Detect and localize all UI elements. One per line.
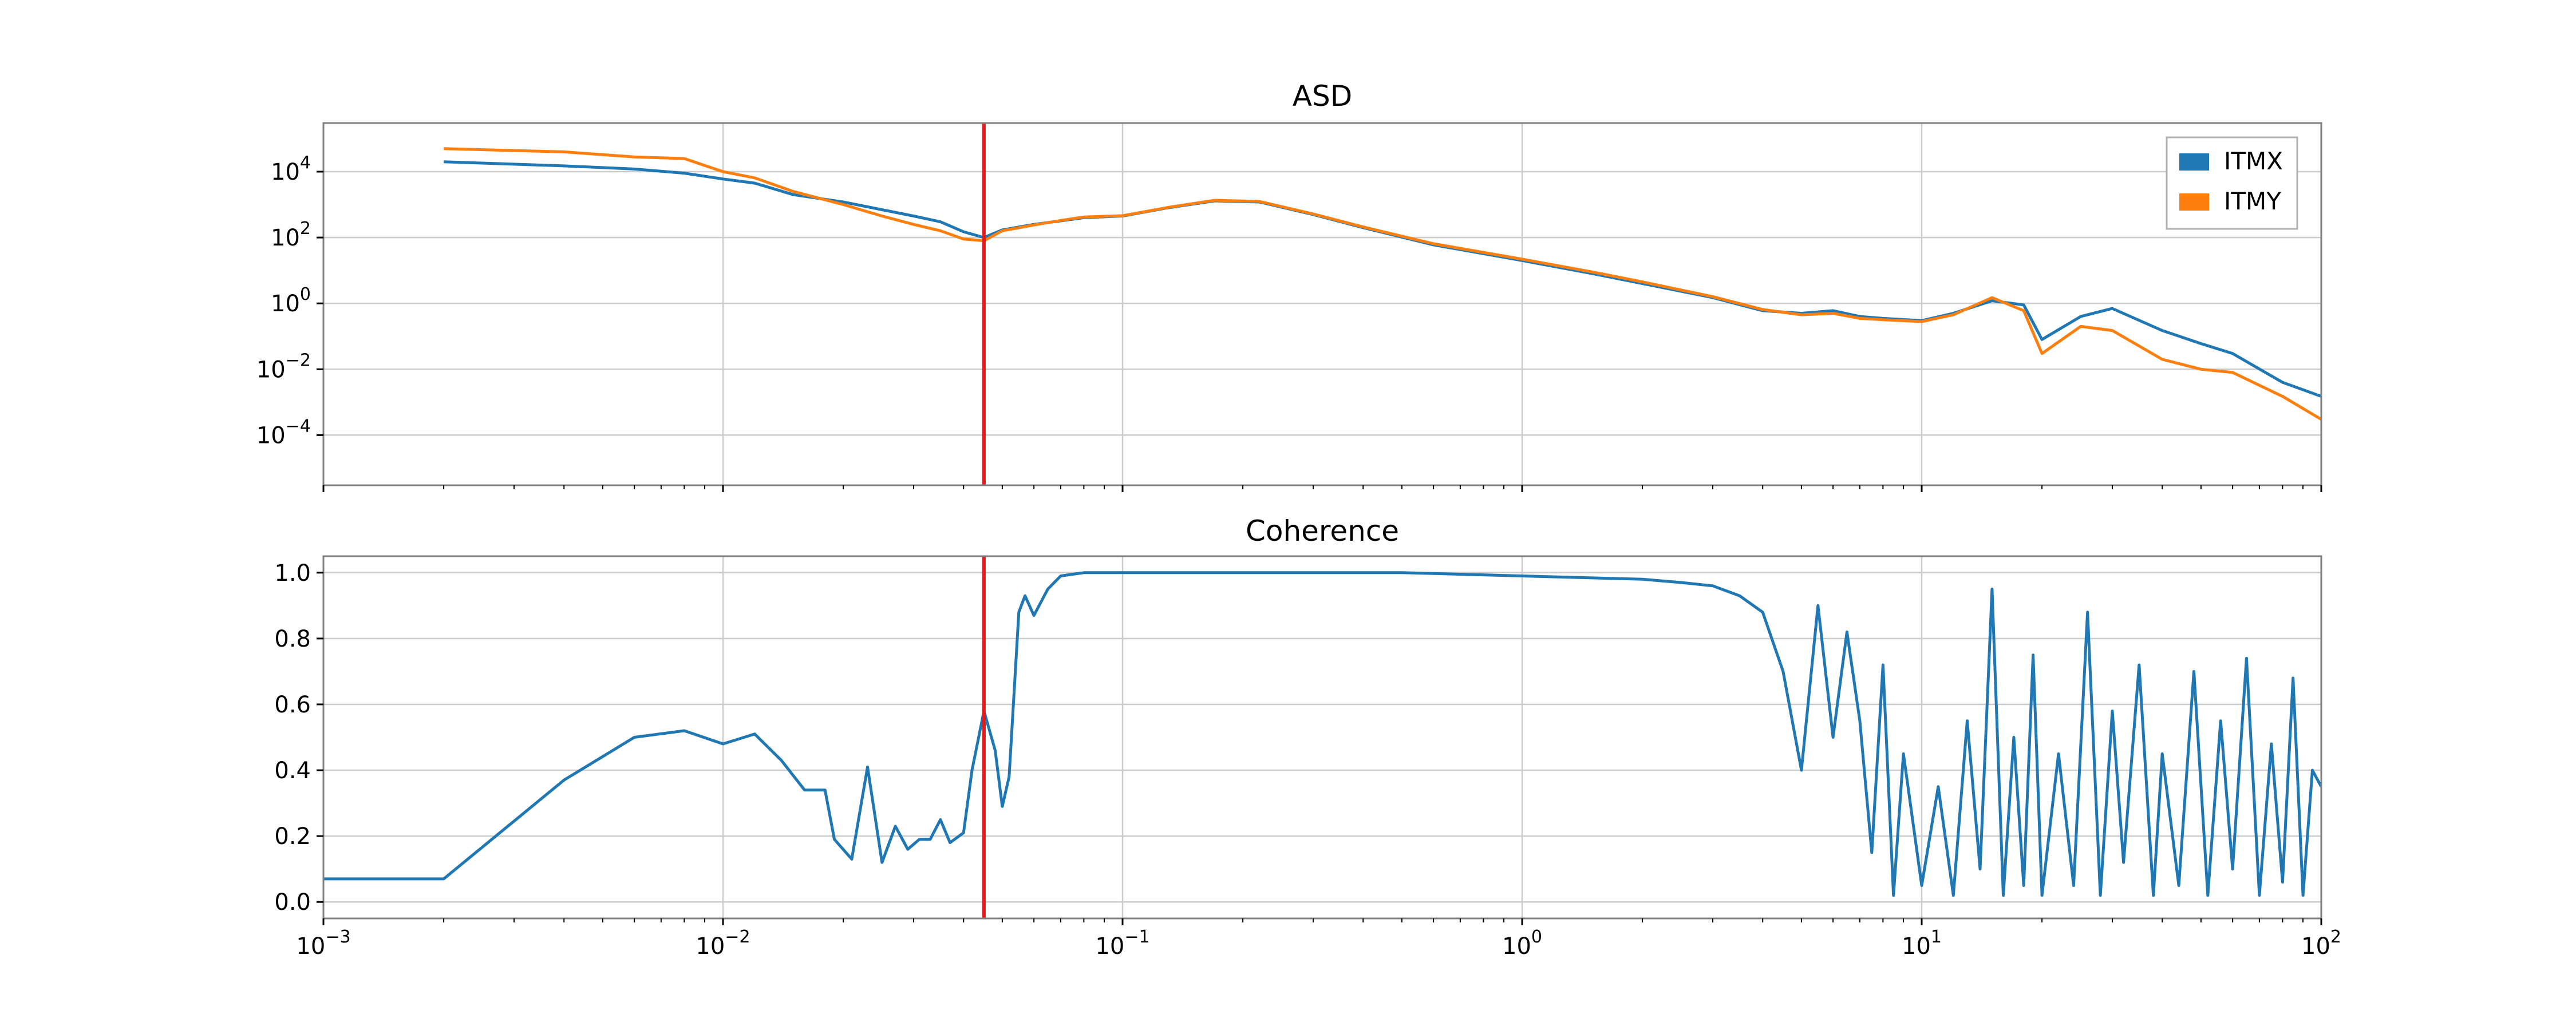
coherence-series-coherence-line — [323, 571, 2321, 897]
asd-y-tick-label: 104 — [271, 153, 311, 185]
coherence-plot-area — [323, 571, 2321, 897]
asd-plot-area — [444, 147, 2321, 421]
asd-series-itmy-line — [444, 147, 2321, 421]
asd-y-tick-label: 10−2 — [256, 350, 311, 383]
coherence-y-tick-label: 0.4 — [274, 758, 311, 784]
coherence-x-tick-label: 10−2 — [696, 927, 750, 960]
legend-frame — [2166, 136, 2298, 230]
coherence-y-tick-label: 0.0 — [274, 889, 311, 916]
coherence-panel: Coherence 0.0 0.2 0.4 0.6 0.8 1.0 10−3 10−2 10−1… — [274, 514, 2341, 960]
asd-panel: ASD 10−4 10−2 100 102 104 ITMX ITMY — [256, 80, 2322, 492]
coherence-x-tick-label: 10−3 — [296, 927, 350, 960]
coherence-title: Coherence — [1246, 514, 1399, 548]
coherence-y-tick-label: 0.8 — [274, 626, 311, 652]
legend-swatch-itmy — [2179, 193, 2209, 211]
legend-label-itmx: ITMX — [2224, 147, 2283, 175]
asd-y-tick-label: 102 — [271, 219, 311, 251]
coherence-y-tick-label: 0.6 — [274, 692, 311, 718]
asd-y-tick-label: 10−4 — [256, 416, 311, 449]
coherence-y-tick-label: 1.0 — [274, 560, 311, 587]
asd-series-itmx-line — [444, 160, 2321, 398]
coherence-x-tick-label: 101 — [1902, 927, 1942, 960]
asd-title: ASD — [1293, 80, 1352, 113]
coherence-x-tick-label: 102 — [2301, 927, 2341, 960]
coherence-y-tick-label: 0.2 — [274, 823, 311, 850]
asd-y-tick-label: 100 — [271, 284, 311, 317]
legend-label-itmy: ITMY — [2224, 187, 2281, 215]
coherence-axes-frame — [322, 555, 2322, 920]
coherence-x-tick-label: 10−1 — [1095, 927, 1149, 960]
legend-swatch-itmx — [2179, 153, 2209, 171]
asd-legend: ITMX ITMY — [2166, 136, 2298, 230]
coherence-x-tick-label: 100 — [1502, 927, 1542, 960]
